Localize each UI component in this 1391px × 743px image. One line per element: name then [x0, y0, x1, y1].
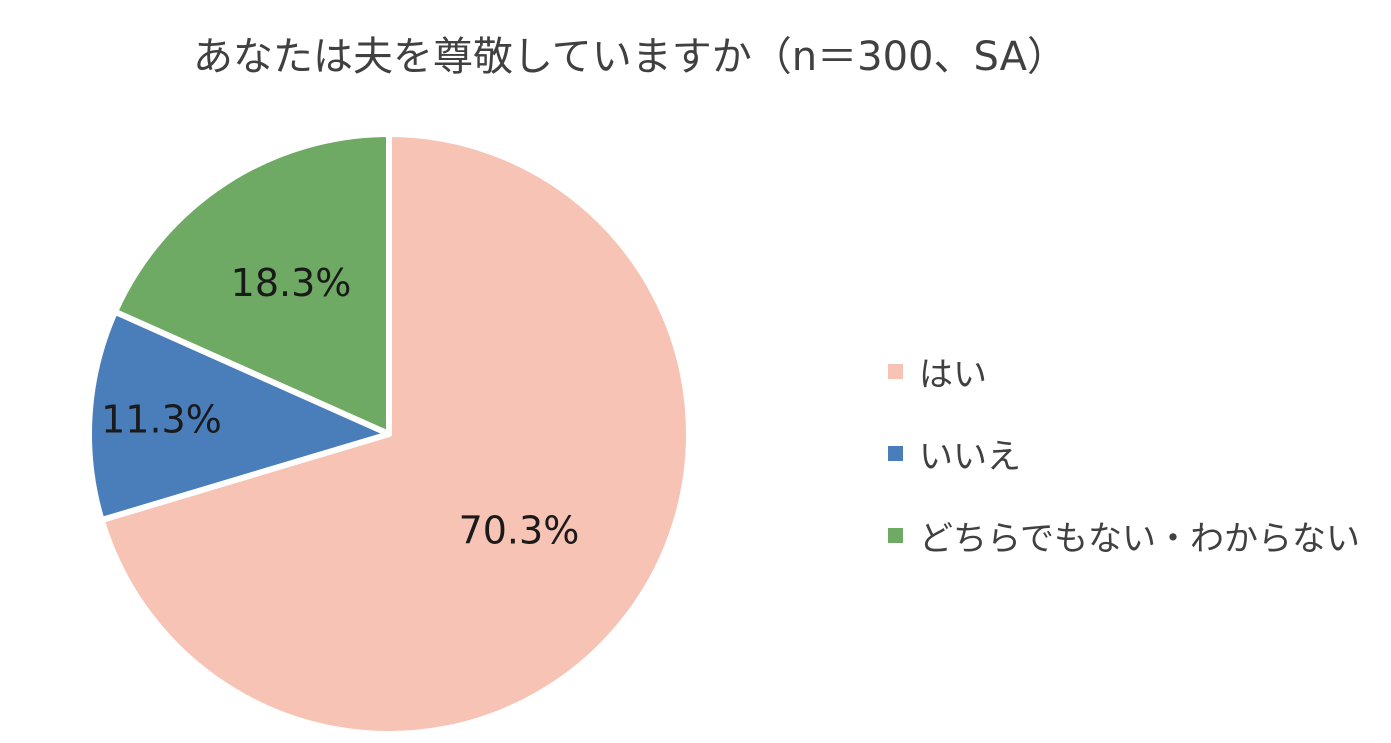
legend-swatch-yes: [888, 363, 903, 379]
legend: はい いいえ どちらでもない・わからない: [888, 330, 1360, 576]
legend-swatch-no: [888, 445, 903, 461]
slice-neither: [112, 131, 392, 437]
legend-item-neither: どちらでもない・わからない: [888, 494, 1360, 576]
legend-label-neither: どちらでもない・わからない: [919, 518, 1360, 559]
data-label-neither: 18.3%: [231, 261, 352, 305]
chart-title: あなたは夫を尊敬していますか（n＝300、SA）: [193, 34, 1067, 80]
data-label-yes: 70.3%: [459, 509, 580, 553]
data-label-no: 11.3%: [101, 397, 222, 441]
legend-label-no: いいえ: [919, 436, 1021, 477]
legend-swatch-neither: [888, 527, 903, 543]
legend-item-no: いいえ: [888, 412, 1360, 494]
slice-no: [86, 308, 392, 524]
slice-yes: [98, 131, 692, 737]
legend-label-yes: はい: [919, 354, 987, 395]
legend-item-yes: はい: [888, 330, 1360, 412]
